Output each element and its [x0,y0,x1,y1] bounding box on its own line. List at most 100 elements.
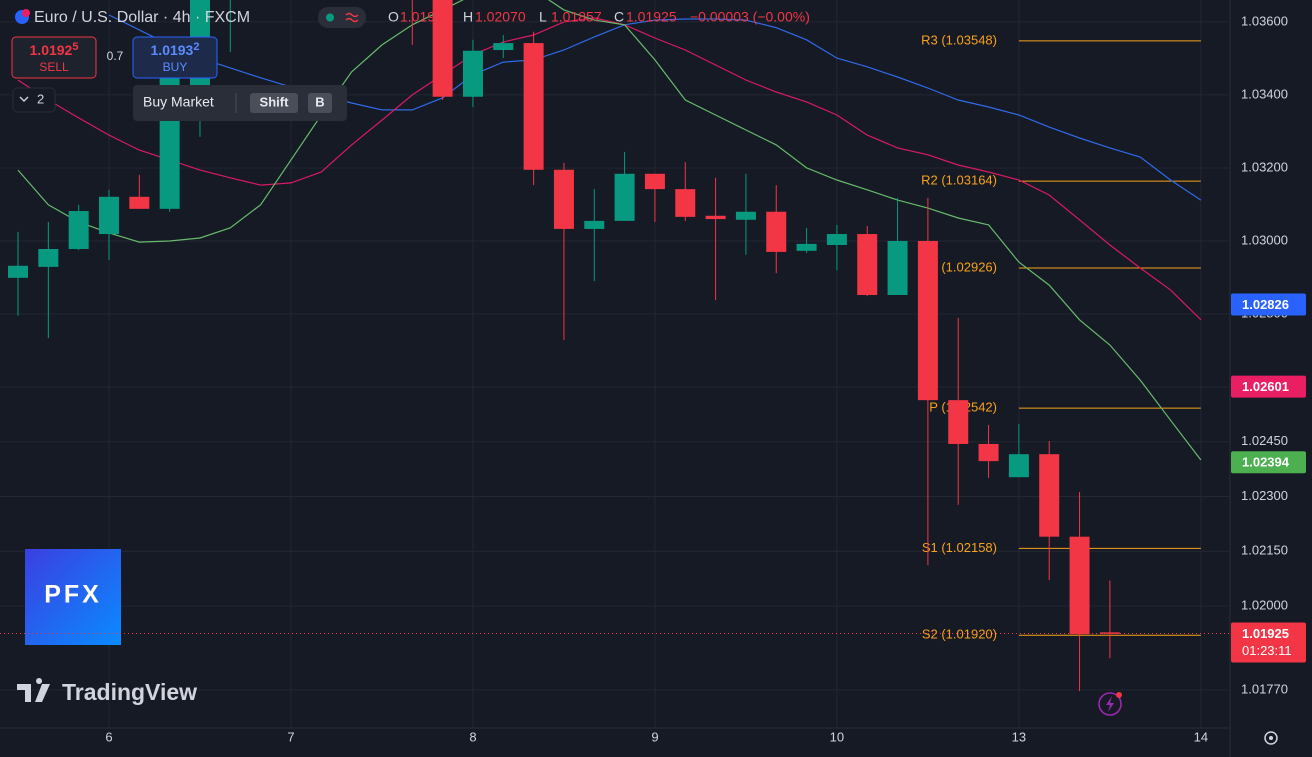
ohlc-key: H [463,9,473,25]
chevron [19,96,29,102]
candle-body [766,211,787,252]
alert-bolt [1106,696,1114,712]
symbol-title: Euro / U.S. Dollar · 4h · FXCM [34,9,250,26]
pivot-label: R3 (1.03548) [921,32,997,47]
candle-body [796,243,817,251]
pivot-label: R2 (1.03164) [921,173,997,188]
candle-body [1039,454,1060,537]
x-tick-label: 10 [830,729,844,744]
buy-label: BUY [163,60,188,74]
ohlc-legend: O 1.01928 H 1.02070 L 1.01857 C 1.01925 [388,9,677,25]
y-tick-label: 1.02450 [1241,433,1288,448]
candle-body [8,265,28,278]
price-badge [1231,451,1306,474]
tooltip-action: Buy Market [143,94,214,110]
sell-price: 1.01925 [30,41,79,58]
ohlc-value: 1.01925 [626,9,677,25]
settings-icon[interactable] [1264,731,1278,745]
x-tick-label: 14 [1194,729,1208,744]
key-cap [308,93,332,113]
candle-body [38,248,59,267]
candle-body [675,189,696,217]
candle-body [129,196,150,209]
countdown: 01:23:11 [1242,643,1292,658]
settings-dot [1269,736,1273,740]
candle-body [462,50,483,97]
change: −0.00003 (−0.00%) [690,9,810,25]
x-tick-label: 8 [469,729,476,744]
alert-dot [1116,692,1122,698]
y-tick-label: 1.01770 [1241,681,1288,696]
key-label: B [315,94,324,109]
current-price-label: 1.01925 [1242,626,1289,641]
pivot-label: S2 (1.01920) [922,627,997,642]
y-tick-label: 1.02000 [1241,597,1288,612]
buy-price-pip: 2 [193,41,199,53]
price-badge [1231,293,1306,316]
buy-button[interactable] [132,36,218,79]
symbol-flag [22,9,30,17]
candle-body [553,169,574,229]
candle-body [978,443,999,462]
y-tick-label: 1.03600 [1241,13,1288,28]
sell-price-main: 1.0192 [30,42,73,58]
candle-body [644,173,665,190]
ohlc-value: 1.02070 [475,9,526,25]
candle-body [614,173,635,221]
x-tick-label: 7 [287,729,294,744]
pivot-label: S1 (1.02158) [922,540,997,555]
x-tick-label: 9 [651,729,658,744]
indicators-toggle[interactable] [12,87,56,113]
candle-body [857,234,878,295]
status-dot [326,13,334,22]
candle-body [1069,536,1090,635]
status-toggle[interactable] [318,7,366,28]
axes: 6 7 8 9 10 13 14 [105,729,1208,744]
candle-body [523,43,544,170]
sell-price-pip: 5 [72,41,78,53]
candle-body [917,240,938,401]
candle-body [887,240,908,295]
y-tick-label: 1.02300 [1241,488,1288,503]
ohlc-value: 1.01928 [400,9,451,25]
sell-label: SELL [39,60,69,74]
candle-body [826,234,847,245]
tooltip: Buy Market Shift B [133,85,347,121]
candle-body [432,0,453,97]
price-badge [1231,375,1306,398]
tv-logo-mark [17,678,50,702]
candle-body [493,43,514,51]
y-tick-label: 1.03000 [1241,232,1288,247]
y-tick-label: 1.02150 [1241,543,1288,558]
broker-logo [25,549,121,645]
pivot-label: R1 (1.02926) [921,259,997,274]
current-price-badge [1231,622,1306,663]
sell-button[interactable] [11,36,97,79]
spread: 0.7 [107,49,124,63]
key-label: Shift [260,94,290,109]
ohlc-value: 1.01857 [551,9,602,25]
price-badge-label: 1.02826 [1242,297,1289,312]
alert-icon[interactable] [1098,692,1122,716]
platform-logo-text: TradingView [62,679,197,705]
candle-body [68,211,89,249]
ohlc-key: O [388,9,399,25]
x-tick-label: 13 [1012,729,1026,744]
moving-average [17,0,1202,461]
candle-body [705,215,726,220]
moving-average [17,17,1202,321]
y-tick-label: 1.03200 [1241,159,1288,174]
broker-logo-text: PFX [44,581,102,609]
ohlc-key: L [539,9,547,25]
status-icon [345,12,359,23]
candle-body [948,400,969,444]
price-badge-label: 1.02601 [1242,379,1289,394]
ohlc-key: C [614,9,624,25]
candle-body [1008,454,1029,478]
key-cap [250,93,298,113]
buy-price: 1.01932 [151,41,200,58]
candle-body [1099,632,1120,634]
candle-body [584,220,605,229]
